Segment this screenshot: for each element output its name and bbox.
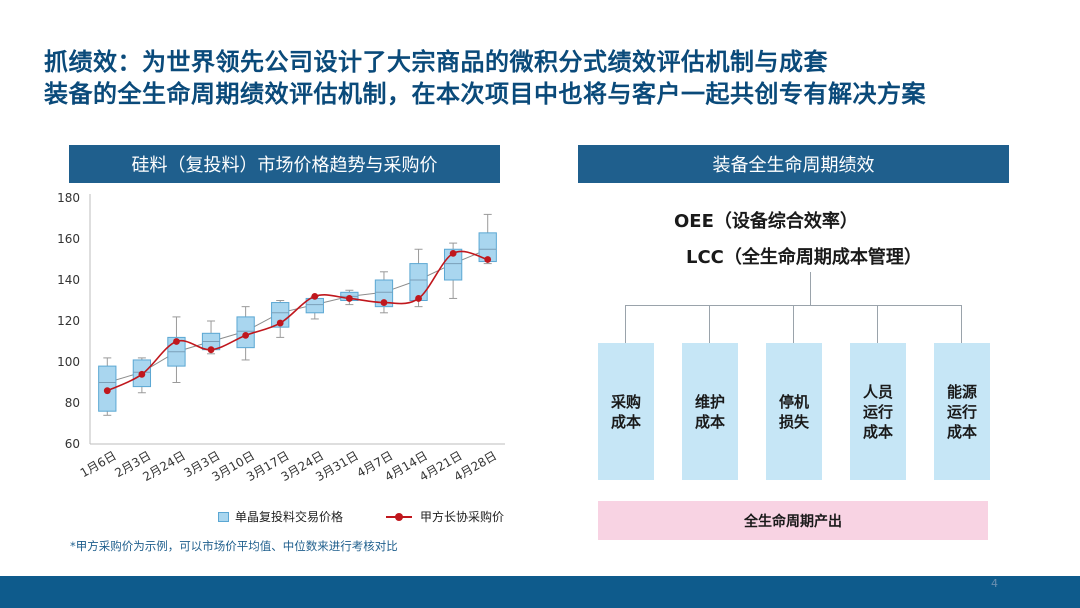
cost-box-personnel: 人员运行成本 xyxy=(850,343,906,480)
legend-box-item: 单晶复投料交易价格 xyxy=(218,508,343,525)
metric-oee: OEE（设备综合效率） xyxy=(674,211,858,232)
tree-branch-4 xyxy=(877,305,878,343)
y-tick-label-5: 160 xyxy=(57,232,80,246)
tree-branch-2 xyxy=(709,305,710,343)
purchase-price-point-4 xyxy=(242,331,250,339)
price-trend-chart: 60801001201401601801月6日2月3日2月24日3月3日3月10… xyxy=(57,191,505,484)
left-panel-header: 硅料（复投料）市场价格趋势与采购价 xyxy=(69,145,500,183)
cost-box-maintenance: 维护成本 xyxy=(682,343,738,480)
legend-box-swatch xyxy=(218,511,229,522)
tree-trunk xyxy=(810,272,811,306)
purchase-price-point-0 xyxy=(103,387,111,395)
tree-branch-5 xyxy=(961,305,962,343)
legend-box-label: 单晶复投料交易价格 xyxy=(235,510,344,524)
purchase-price-point-8 xyxy=(380,299,388,306)
y-tick-label-0: 60 xyxy=(65,437,80,451)
y-tick-label-4: 140 xyxy=(57,273,80,287)
legend-line-item: 甲方长协采购价 xyxy=(386,508,504,525)
cost-box-downtime: 停机损失 xyxy=(766,343,822,480)
footnote: *甲方采购价为示例，可以市场价平均值、中位数来进行考核对比 xyxy=(70,539,398,553)
y-tick-label-2: 100 xyxy=(57,355,80,369)
right-panel-header: 装备全生命周期绩效 xyxy=(578,145,1009,183)
price-box-8 xyxy=(374,279,394,308)
purchase-price-line xyxy=(106,250,488,392)
cost-box-energy: 能源运行成本 xyxy=(934,343,990,480)
price-box-9 xyxy=(409,263,428,301)
tree-branch-1 xyxy=(625,305,626,343)
tree-branch-3 xyxy=(793,305,794,343)
legend-line-label: 甲方长协采购价 xyxy=(420,510,505,524)
purchase-price-point-1 xyxy=(138,370,146,378)
purchase-price-point-3 xyxy=(207,346,215,354)
metric-lcc: LCC（全生命周期成本管理） xyxy=(686,247,922,268)
legend-line-swatch xyxy=(386,512,412,522)
lifecycle-output-bar: 全生命周期产出 xyxy=(598,501,988,540)
purchase-price-point-9 xyxy=(415,295,422,302)
median-trend-line xyxy=(107,248,488,383)
cost-box-purchase: 采购成本 xyxy=(598,343,654,480)
purchase-price-point-2 xyxy=(173,338,180,345)
y-tick-label-6: 180 xyxy=(57,191,80,205)
page-number: 4 xyxy=(991,577,998,590)
x-tick-label-0: 1月6日 xyxy=(78,448,119,480)
title-line-2: 装备的全生命周期绩效评估机制，在本次项目中也将与客户一起共创专有解决方案 xyxy=(44,80,926,108)
purchase-price-point-5 xyxy=(276,319,284,327)
purchase-price-point-7 xyxy=(345,295,353,302)
bottom-band xyxy=(0,576,1080,608)
y-tick-label-1: 80 xyxy=(65,396,80,410)
y-tick-label-3: 120 xyxy=(57,314,80,328)
purchase-price-point-6 xyxy=(311,293,319,300)
page-title: 抓绩效：为世界领先公司设计了大宗商品的微积分式绩效评估机制与成套 装备的全生命周… xyxy=(44,46,1054,110)
purchase-price-point-10 xyxy=(449,249,457,257)
title-line-1: 抓绩效：为世界领先公司设计了大宗商品的微积分式绩效评估机制与成套 xyxy=(44,48,828,76)
purchase-price-point-11 xyxy=(484,256,492,263)
